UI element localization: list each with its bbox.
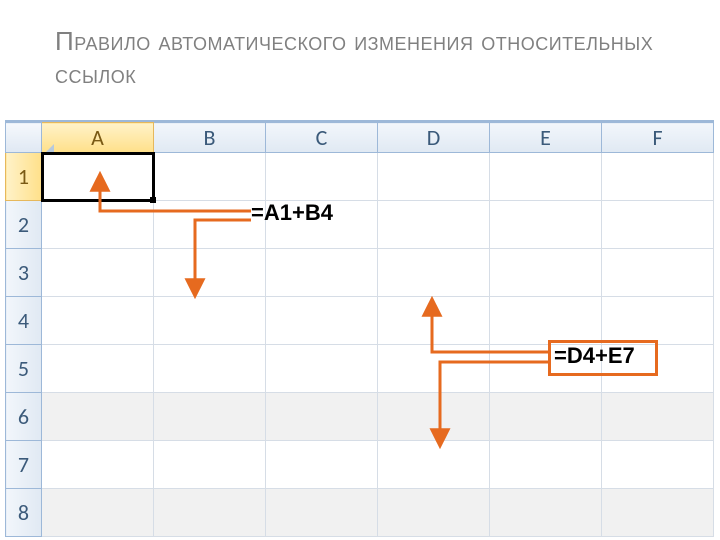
cell[interactable] xyxy=(266,441,378,489)
col-header-E[interactable]: E xyxy=(490,123,602,153)
cell[interactable] xyxy=(266,393,378,441)
cell[interactable] xyxy=(154,489,266,537)
cell-A1[interactable] xyxy=(42,153,154,201)
cell[interactable] xyxy=(42,441,154,489)
col-header-F[interactable]: F xyxy=(602,123,714,153)
row-header-1[interactable]: 1 xyxy=(6,153,42,201)
cell[interactable] xyxy=(42,489,154,537)
cell[interactable] xyxy=(378,249,490,297)
cell[interactable] xyxy=(378,393,490,441)
cell[interactable] xyxy=(602,441,714,489)
cell[interactable] xyxy=(266,153,378,201)
cell[interactable] xyxy=(266,297,378,345)
cell[interactable] xyxy=(42,345,154,393)
cell[interactable] xyxy=(154,441,266,489)
formula-2-label: =D4+E7 xyxy=(554,343,635,369)
cell[interactable] xyxy=(154,393,266,441)
cell[interactable] xyxy=(266,489,378,537)
cell[interactable] xyxy=(266,345,378,393)
cell[interactable] xyxy=(42,201,154,249)
cell[interactable] xyxy=(154,201,266,249)
row-header-4[interactable]: 4 xyxy=(6,297,42,345)
row-header-6[interactable]: 6 xyxy=(6,393,42,441)
col-header-D[interactable]: D xyxy=(378,123,490,153)
row-header-7[interactable]: 7 xyxy=(6,441,42,489)
cell[interactable] xyxy=(602,249,714,297)
grid-table: A B C D E F 1 2 xyxy=(5,122,714,537)
cell[interactable] xyxy=(42,249,154,297)
cell[interactable] xyxy=(42,393,154,441)
cell[interactable] xyxy=(154,297,266,345)
row-header-2[interactable]: 2 xyxy=(6,201,42,249)
cell[interactable] xyxy=(490,393,602,441)
slide-title: Правило автоматического изменения относи… xyxy=(55,25,655,90)
row-header-5[interactable]: 5 xyxy=(6,345,42,393)
row-header-3[interactable]: 3 xyxy=(6,249,42,297)
cell[interactable] xyxy=(378,153,490,201)
cell[interactable] xyxy=(42,297,154,345)
col-header-C[interactable]: C xyxy=(266,123,378,153)
cell[interactable] xyxy=(378,345,490,393)
cell[interactable] xyxy=(490,201,602,249)
col-header-A[interactable]: A xyxy=(42,123,154,153)
cell[interactable] xyxy=(154,345,266,393)
spreadsheet: A B C D E F 1 2 xyxy=(5,120,714,537)
cell[interactable] xyxy=(378,441,490,489)
cell[interactable] xyxy=(154,249,266,297)
select-all-corner[interactable] xyxy=(6,123,42,153)
cell[interactable] xyxy=(490,249,602,297)
cell[interactable] xyxy=(266,249,378,297)
cell[interactable] xyxy=(602,153,714,201)
cell[interactable] xyxy=(602,393,714,441)
cell[interactable] xyxy=(378,489,490,537)
cell[interactable] xyxy=(490,153,602,201)
cell[interactable] xyxy=(490,441,602,489)
cell[interactable] xyxy=(602,489,714,537)
formula-1-label: =A1+B4 xyxy=(251,200,333,226)
cell[interactable] xyxy=(378,297,490,345)
cell[interactable] xyxy=(490,489,602,537)
cell[interactable] xyxy=(602,201,714,249)
cell[interactable] xyxy=(378,201,490,249)
col-header-B[interactable]: B xyxy=(154,123,266,153)
row-header-8[interactable]: 8 xyxy=(6,489,42,537)
cell[interactable] xyxy=(490,297,602,345)
cell[interactable] xyxy=(154,153,266,201)
cell[interactable] xyxy=(602,297,714,345)
